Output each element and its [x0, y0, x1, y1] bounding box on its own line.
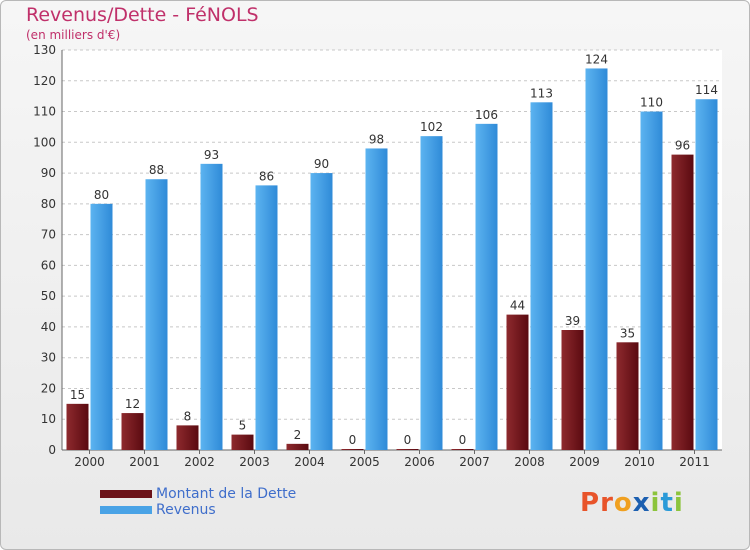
- bar-revenus: [640, 111, 663, 451]
- bar-dette: [121, 413, 144, 450]
- y-tick-label: 50: [41, 289, 56, 303]
- data-label-revenus: 106: [475, 108, 498, 122]
- x-tick-label: 2004: [294, 455, 325, 469]
- data-label-revenus: 98: [369, 132, 384, 146]
- bar-revenus: [420, 136, 443, 450]
- legend-label-revenus: Revenus: [156, 502, 216, 518]
- logo-letter: i: [673, 488, 684, 518]
- x-tick-label: 2011: [679, 455, 710, 469]
- bar-dette: [616, 342, 639, 450]
- bar-revenus: [530, 102, 553, 451]
- bar-dette: [671, 154, 694, 450]
- bar-revenus: [90, 203, 113, 450]
- data-label-dette: 12: [125, 397, 140, 411]
- bar-revenus: [200, 163, 223, 450]
- legend-label-dette: Montant de la Dette: [156, 486, 297, 502]
- y-tick-label: 100: [33, 135, 56, 149]
- y-tick-label: 0: [48, 443, 56, 457]
- x-tick-label: 2003: [239, 455, 270, 469]
- legend-swatch-dette: [100, 490, 152, 498]
- data-label-revenus: 88: [149, 163, 164, 177]
- data-label-revenus: 90: [314, 157, 329, 171]
- logo-letter: r: [600, 488, 614, 518]
- bar-dette: [451, 449, 474, 450]
- logo-letter: P: [580, 488, 601, 518]
- legend: Montant de la Dette Revenus: [100, 486, 296, 518]
- y-tick-label: 20: [41, 381, 56, 395]
- data-label-dette: 15: [70, 388, 85, 402]
- y-tick-label: 10: [41, 412, 56, 426]
- logo-letter: i: [650, 488, 661, 518]
- data-label-dette: 35: [620, 326, 635, 340]
- proxiti-logo: Proxiti: [580, 488, 684, 518]
- bar-revenus: [255, 185, 278, 450]
- data-label-dette: 8: [184, 409, 192, 423]
- y-tick-label: 70: [41, 228, 56, 242]
- data-label-dette: 2: [294, 428, 302, 442]
- logo-letter: t: [660, 488, 674, 518]
- logo-letter: o: [613, 488, 633, 518]
- x-tick-label: 2005: [349, 455, 380, 469]
- data-label-dette: 0: [404, 433, 412, 447]
- data-label-revenus: 114: [695, 83, 718, 97]
- bar-dette: [66, 403, 89, 450]
- data-label-revenus: 102: [420, 120, 443, 134]
- x-tick-label: 2007: [459, 455, 490, 469]
- bar-revenus: [145, 179, 168, 450]
- x-tick-label: 2000: [74, 455, 105, 469]
- y-tick-label: 60: [41, 258, 56, 272]
- y-tick-label: 90: [41, 166, 56, 180]
- bar-dette: [561, 330, 584, 450]
- bar-dette: [341, 449, 364, 450]
- x-tick-label: 2010: [624, 455, 655, 469]
- data-label-revenus: 124: [585, 52, 608, 66]
- x-tick-label: 2001: [129, 455, 160, 469]
- x-tick-label: 2008: [514, 455, 545, 469]
- data-label-dette: 0: [459, 433, 467, 447]
- bar-dette: [506, 314, 529, 450]
- data-label-revenus: 93: [204, 148, 219, 162]
- legend-swatch-revenus: [100, 506, 152, 514]
- bar-dette: [176, 425, 199, 450]
- chart-title: Revenus/Dette - FéNOLS: [26, 4, 259, 26]
- data-label-dette: 0: [349, 433, 357, 447]
- y-tick-label: 110: [33, 105, 56, 119]
- data-label-dette: 96: [675, 139, 690, 153]
- bar-dette: [396, 449, 419, 450]
- legend-item-revenus: Revenus: [100, 502, 296, 518]
- y-tick-label: 120: [33, 74, 56, 88]
- x-tick-label: 2002: [184, 455, 215, 469]
- y-tick-label: 130: [33, 43, 56, 57]
- x-tick-label: 2006: [404, 455, 435, 469]
- data-label-revenus: 80: [94, 188, 109, 202]
- bar-dette: [231, 434, 254, 450]
- y-tick-label: 30: [41, 351, 56, 365]
- data-label-dette: 5: [239, 419, 247, 433]
- x-tick-label: 2009: [569, 455, 600, 469]
- bar-dette: [286, 443, 309, 450]
- bar-revenus: [475, 123, 498, 450]
- chart-subtitle: (en milliers d'€): [26, 28, 121, 42]
- legend-item-dette: Montant de la Dette: [100, 486, 296, 502]
- y-tick-label: 40: [41, 320, 56, 334]
- bar-revenus: [585, 68, 608, 450]
- data-label-dette: 44: [510, 299, 525, 313]
- y-tick-label: 80: [41, 197, 56, 211]
- data-label-revenus: 113: [530, 86, 553, 100]
- data-label-revenus: 110: [640, 96, 663, 110]
- bar-revenus: [365, 148, 388, 450]
- bar-revenus: [310, 173, 333, 451]
- logo-letter: x: [632, 488, 651, 518]
- data-label-revenus: 86: [259, 169, 274, 183]
- bar-revenus: [695, 99, 718, 450]
- data-label-dette: 39: [565, 314, 580, 328]
- plot-area: [62, 50, 722, 450]
